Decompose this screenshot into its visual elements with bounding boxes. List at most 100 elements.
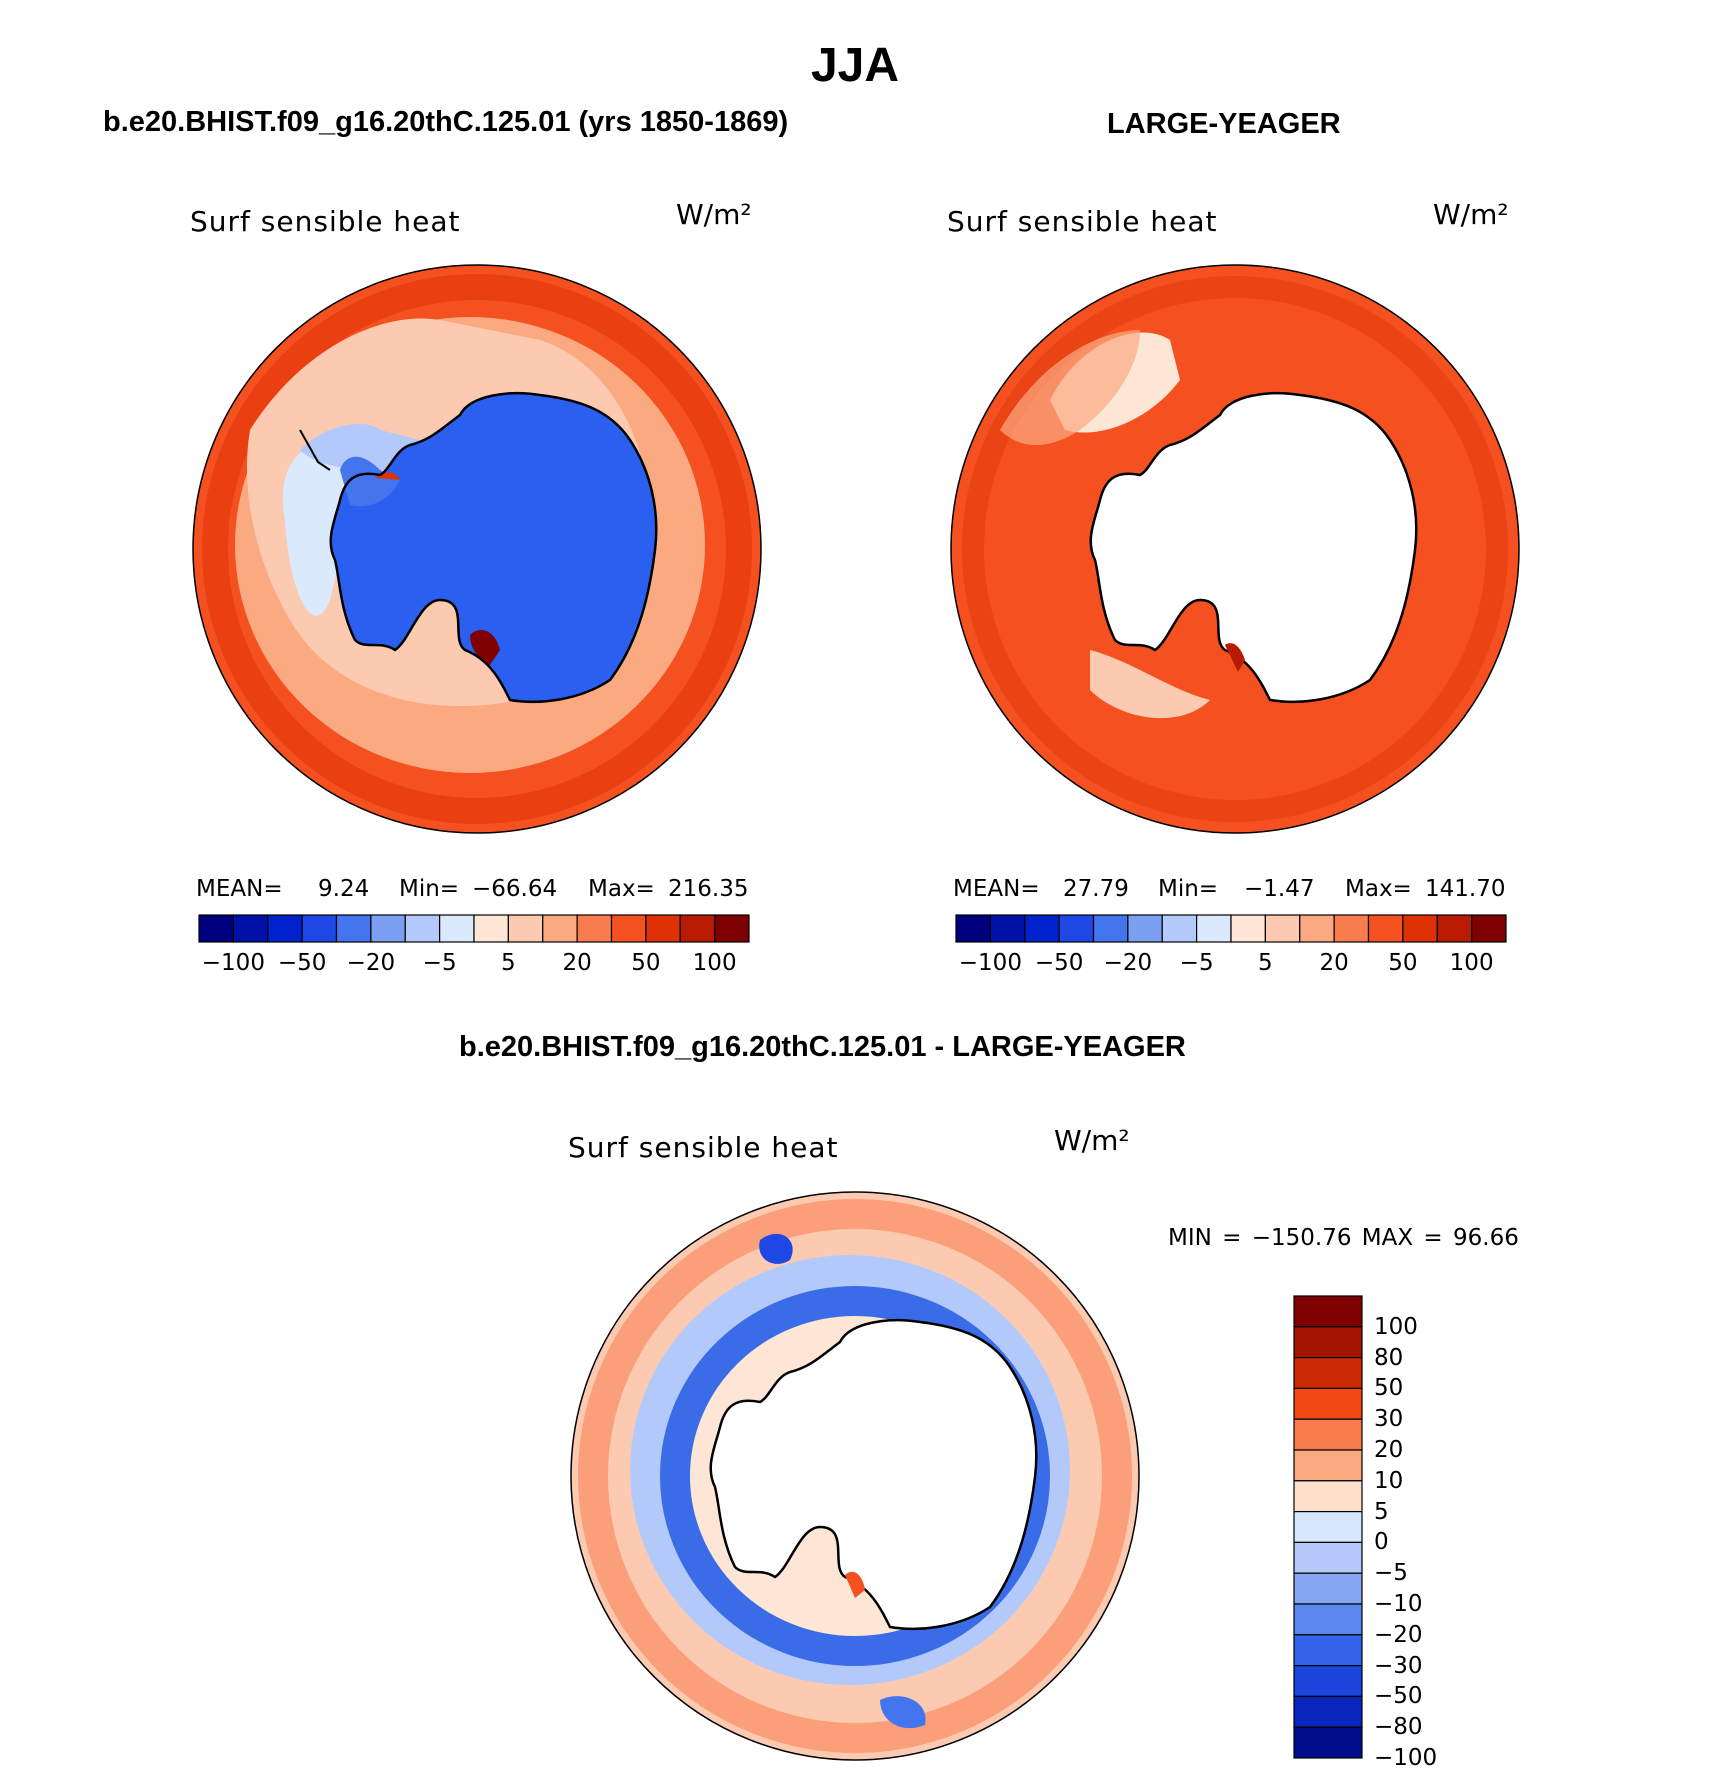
panel2-colorbar bbox=[955, 914, 1507, 943]
panel1-colorbar-swatch bbox=[714, 914, 750, 943]
panel1-colorbar-swatch bbox=[439, 914, 475, 943]
panel2-max-value: 141.70 bbox=[1425, 876, 1506, 902]
panel2-mean-value: 27.79 bbox=[1063, 876, 1129, 902]
panel3-colorbar-tick-label: 50 bbox=[1374, 1375, 1404, 1402]
panel3-colorbar-tick-label: −20 bbox=[1374, 1621, 1423, 1648]
panel2-colorbar-tick-label: 50 bbox=[1388, 950, 1418, 976]
panel2-mean-label: MEAN= bbox=[953, 876, 1040, 902]
panel2-colorbar-swatch bbox=[1161, 914, 1198, 943]
panel3-units: W/m² bbox=[1054, 1124, 1130, 1157]
panel2-colorbar-swatch bbox=[1367, 914, 1404, 943]
panel2-colorbar-swatch bbox=[1058, 914, 1095, 943]
panel3-colorbar-tick-label: −10 bbox=[1374, 1591, 1423, 1617]
panel3-colorbar-swatch bbox=[1293, 1541, 1363, 1574]
panel3-colorbar-tick-label: 30 bbox=[1374, 1406, 1404, 1433]
panel2-colorbar-tick-label: 100 bbox=[1449, 950, 1494, 976]
panel3-colorbar-tick-label: 0 bbox=[1374, 1529, 1389, 1556]
panel1-colorbar-tick-label: 100 bbox=[692, 950, 737, 976]
panel1-min-label: Min= bbox=[399, 876, 460, 902]
panel2-colorbar-swatch bbox=[1299, 914, 1335, 943]
panel3-colorbar-swatch bbox=[1293, 1418, 1363, 1451]
panel2-colorbar-swatch bbox=[1333, 914, 1370, 943]
panel3-colorbar-tick-label: −50 bbox=[1374, 1683, 1423, 1710]
panel3-colorbar-swatch bbox=[1293, 1664, 1363, 1697]
panel2-colorbar-swatch bbox=[1471, 914, 1507, 943]
panel3-colorbar-tick-label: 5 bbox=[1374, 1498, 1389, 1525]
panel2-colorbar-swatch bbox=[1196, 914, 1232, 943]
panel3-colorbar-swatch bbox=[1293, 1634, 1363, 1667]
panel1-colorbar-swatch bbox=[576, 914, 613, 943]
panel1-colorbar-swatch bbox=[198, 914, 234, 943]
panel3-colorbar-tick-label: −30 bbox=[1374, 1652, 1423, 1679]
panel1-polar-map bbox=[192, 264, 762, 834]
panel1-colorbar-tick-label: 20 bbox=[562, 950, 592, 976]
panel2-colorbar-swatch bbox=[989, 914, 1026, 943]
panel2-field-label: Surf sensible heat bbox=[947, 205, 1218, 238]
panel2-colorbar-swatch bbox=[1402, 914, 1438, 943]
panel3-colorbar-swatch bbox=[1293, 1695, 1363, 1728]
panel3-colorbar-swatch bbox=[1293, 1510, 1363, 1543]
panel3-colorbar-swatch bbox=[1293, 1726, 1363, 1759]
panel3-colorbar-tick-label: 100 bbox=[1374, 1313, 1418, 1340]
panel3-colorbar-tick-label: 10 bbox=[1374, 1467, 1404, 1494]
figure-title: JJA bbox=[810, 39, 900, 92]
panel1-colorbar-tick-label: −100 bbox=[201, 950, 265, 976]
panel1-colorbar-swatch bbox=[370, 914, 406, 943]
panel1-field-label: Surf sensible heat bbox=[190, 205, 461, 238]
panel3-colorbar-swatch bbox=[1293, 1603, 1363, 1636]
panel2-case-title: LARGE-YEAGER bbox=[1107, 108, 1341, 140]
panel2-colorbar-swatch bbox=[1436, 914, 1473, 943]
panel1-colorbar-tick-label: 50 bbox=[631, 950, 661, 976]
panel2-min-label: Min= bbox=[1158, 876, 1219, 902]
panel2-colorbar-swatch bbox=[1264, 914, 1301, 943]
panel1-colorbar-swatch bbox=[473, 914, 509, 943]
panel1-mean-value: 9.24 bbox=[318, 876, 370, 902]
panel2-colorbar-tick-label: −20 bbox=[1103, 950, 1153, 976]
panel1-colorbar-tick-label: 5 bbox=[501, 950, 516, 976]
panel3-colorbar-tick-label: 80 bbox=[1374, 1344, 1404, 1371]
panel1-colorbar-tick-label: −50 bbox=[277, 950, 327, 976]
panel1-min-value: −66.64 bbox=[472, 876, 558, 902]
panel3-colorbar-swatch bbox=[1293, 1480, 1363, 1513]
panel1-colorbar-swatch bbox=[679, 914, 716, 943]
panel3-colorbar-swatch bbox=[1293, 1295, 1363, 1328]
panel1-max-value: 216.35 bbox=[668, 876, 749, 902]
panel2-max-label: Max= bbox=[1345, 876, 1412, 902]
panel3-colorbar-tick-label: −80 bbox=[1374, 1714, 1423, 1741]
panel1-colorbar-tick-label: −20 bbox=[346, 950, 396, 976]
panel2-colorbar-tick-label: −50 bbox=[1034, 950, 1084, 976]
panel1-colorbar-swatch bbox=[507, 914, 544, 943]
panel2-min-value: −1.47 bbox=[1244, 876, 1315, 902]
panel1-colorbar-swatch bbox=[267, 914, 303, 943]
panel2-units: W/m² bbox=[1433, 198, 1509, 231]
panel1-colorbar-swatch bbox=[610, 914, 647, 943]
panel2-colorbar-swatch bbox=[1230, 914, 1266, 943]
panel3-colorbar-swatch bbox=[1293, 1387, 1363, 1420]
panel3-case-title: b.e20.BHIST.f09_g16.20thC.125.01 - LARGE… bbox=[459, 1031, 1186, 1063]
panel3-colorbar-swatch bbox=[1293, 1326, 1363, 1359]
panel2-colorbar-tick-label: −100 bbox=[958, 950, 1022, 976]
panel2-colorbar-tick-label: −5 bbox=[1179, 950, 1214, 976]
panel3-polar-map bbox=[570, 1191, 1140, 1761]
panel1-colorbar-swatch bbox=[232, 914, 269, 943]
panel1-colorbar bbox=[198, 914, 750, 943]
panel3-colorbar-tick-label: 20 bbox=[1374, 1437, 1404, 1463]
panel2-polar-map bbox=[950, 264, 1520, 834]
panel2-colorbar-tick-label: 20 bbox=[1319, 950, 1349, 976]
panel1-colorbar-swatch bbox=[301, 914, 338, 943]
panel3-colorbar-swatch bbox=[1293, 1356, 1363, 1389]
panel1-colorbar-tick-label: −5 bbox=[422, 950, 457, 976]
panel3-colorbar bbox=[1293, 1295, 1363, 1759]
panel2-colorbar-swatch bbox=[1127, 914, 1163, 943]
panel1-colorbar-swatch bbox=[542, 914, 578, 943]
panel1-mean-label: MEAN= bbox=[196, 876, 283, 902]
panel1-case-title: b.e20.BHIST.f09_g16.20thC.125.01 (yrs 18… bbox=[103, 106, 789, 138]
panel2-colorbar-swatch bbox=[955, 914, 991, 943]
panel1-colorbar-swatch bbox=[335, 914, 372, 943]
panel3-colorbar-tick-label: −5 bbox=[1374, 1560, 1408, 1587]
panel3-colorbar-swatch bbox=[1293, 1572, 1363, 1605]
panel2-colorbar-tick-label: 5 bbox=[1258, 950, 1273, 976]
panel1-colorbar-swatch bbox=[404, 914, 441, 943]
panel1-colorbar-swatch bbox=[645, 914, 681, 943]
